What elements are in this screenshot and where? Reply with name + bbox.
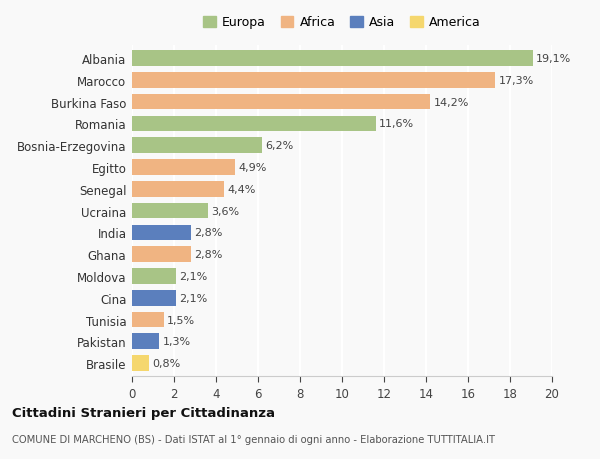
Legend: Europa, Africa, Asia, America: Europa, Africa, Asia, America [199, 12, 485, 33]
Text: 0,8%: 0,8% [152, 358, 180, 368]
Text: 2,1%: 2,1% [179, 293, 208, 303]
Bar [132, 95, 430, 110]
Text: 1,3%: 1,3% [163, 336, 191, 347]
Text: 4,4%: 4,4% [227, 185, 256, 195]
Bar [132, 73, 496, 89]
Text: 2,8%: 2,8% [194, 228, 223, 238]
Text: 2,8%: 2,8% [194, 250, 223, 260]
Bar [132, 269, 176, 284]
Text: 1,5%: 1,5% [167, 315, 195, 325]
Bar [132, 225, 191, 241]
Bar [132, 138, 262, 154]
Bar [132, 247, 191, 263]
Bar [132, 116, 376, 132]
Bar [132, 312, 163, 328]
Bar [132, 356, 149, 371]
Bar [132, 203, 208, 219]
Text: 17,3%: 17,3% [499, 76, 534, 86]
Text: 3,6%: 3,6% [211, 206, 239, 216]
Text: 6,2%: 6,2% [265, 141, 293, 151]
Text: Cittadini Stranieri per Cittadinanza: Cittadini Stranieri per Cittadinanza [12, 406, 275, 419]
Text: 2,1%: 2,1% [179, 271, 208, 281]
Bar [132, 290, 176, 306]
Text: 14,2%: 14,2% [433, 97, 469, 107]
Text: 11,6%: 11,6% [379, 119, 414, 129]
Text: 19,1%: 19,1% [536, 54, 571, 64]
Bar [132, 160, 235, 175]
Bar [132, 51, 533, 67]
Text: 4,9%: 4,9% [238, 162, 266, 173]
Bar [132, 182, 224, 197]
Bar [132, 334, 160, 349]
Text: COMUNE DI MARCHENO (BS) - Dati ISTAT al 1° gennaio di ogni anno - Elaborazione T: COMUNE DI MARCHENO (BS) - Dati ISTAT al … [12, 434, 495, 444]
